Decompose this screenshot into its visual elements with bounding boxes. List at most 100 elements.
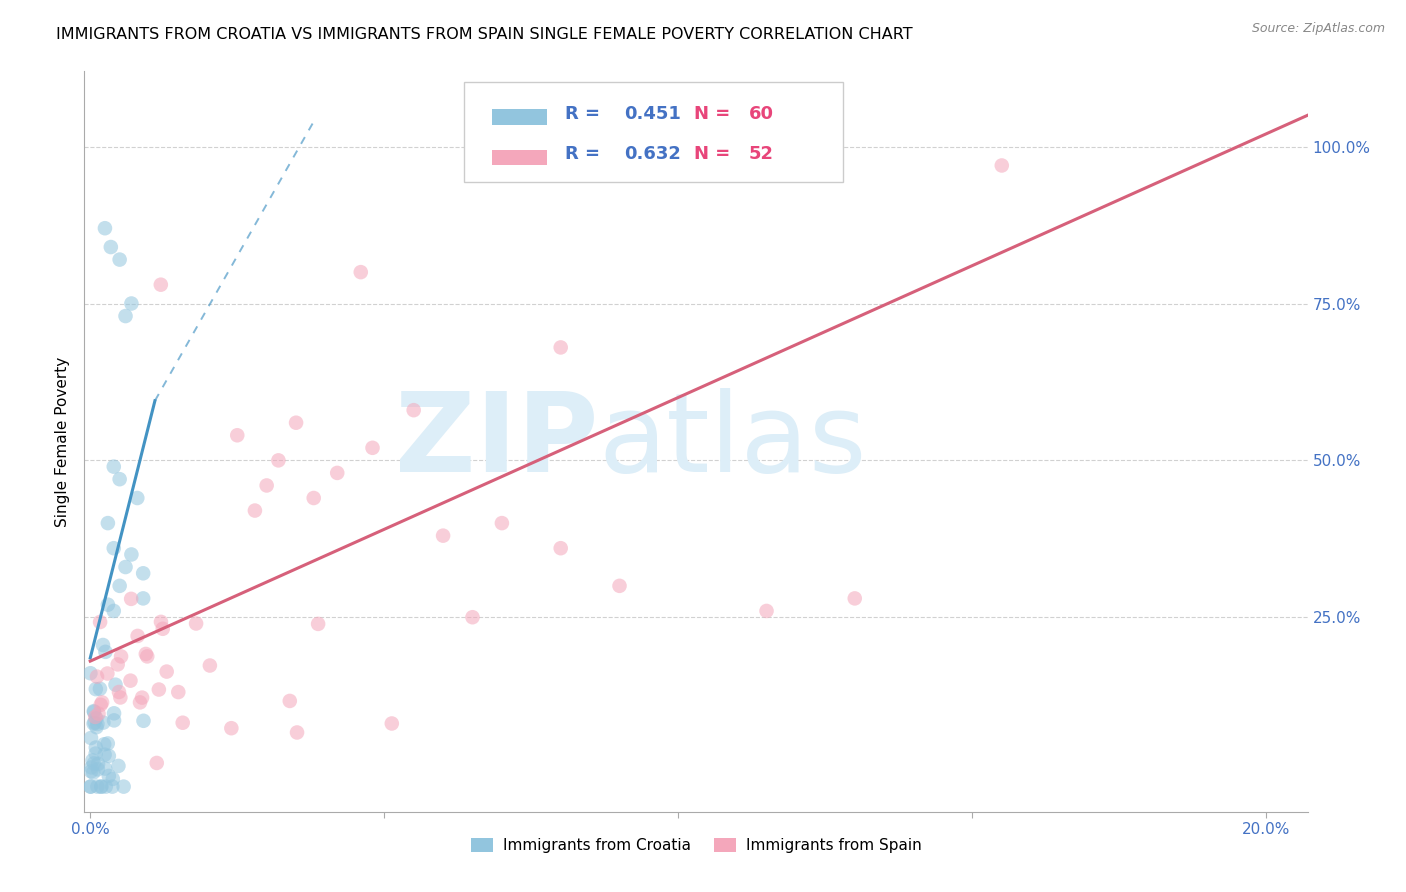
Point [755, 604, 778, 618]
Point [103, 706, 125, 721]
Point [135, 647, 157, 661]
Text: 0.451: 0.451 [624, 104, 681, 122]
Point [167, 685, 190, 699]
Point [97, 769, 120, 783]
Point [108, 472, 131, 486]
Point [94, 645, 117, 659]
Point [96, 666, 118, 681]
Point [152, 622, 174, 636]
Point [172, 715, 194, 730]
Text: R =: R = [565, 145, 606, 163]
Point [82, 765, 104, 780]
Point [89, 615, 111, 629]
Point [132, 591, 155, 606]
Point [491, 516, 513, 530]
Bar [492, 150, 547, 165]
Point [93, 737, 115, 751]
Point [361, 441, 384, 455]
Text: R =: R = [565, 104, 606, 122]
Point [90, 698, 112, 712]
Point [79, 666, 101, 681]
Point [350, 265, 373, 279]
Point [326, 466, 349, 480]
Point [86, 780, 108, 794]
Point [87, 706, 110, 721]
Point [97, 748, 120, 763]
Point [94, 762, 117, 776]
Point [83, 705, 105, 719]
Point [86, 670, 108, 684]
Point [991, 159, 1014, 173]
Point [103, 714, 125, 728]
Point [101, 772, 124, 786]
FancyBboxPatch shape [464, 82, 842, 183]
Point [80, 764, 103, 779]
Point [550, 541, 572, 556]
Point [149, 615, 172, 629]
Text: ZIP: ZIP [395, 388, 598, 495]
Point [97, 598, 120, 612]
Point [461, 610, 484, 624]
Point [82, 753, 104, 767]
Point [91, 695, 114, 709]
Point [103, 459, 125, 474]
Point [131, 690, 153, 705]
Point [278, 694, 301, 708]
Text: Source: ZipAtlas.com: Source: ZipAtlas.com [1251, 22, 1385, 36]
Point [87, 756, 110, 771]
Legend: Immigrants from Croatia, Immigrants from Spain: Immigrants from Croatia, Immigrants from… [464, 832, 928, 860]
Point [84, 747, 107, 761]
Point [83, 716, 105, 731]
Point [84, 711, 107, 725]
Point [285, 725, 308, 739]
Text: IMMIGRANTS FROM CROATIA VS IMMIGRANTS FROM SPAIN SINGLE FEMALE POVERTY CORRELATI: IMMIGRANTS FROM CROATIA VS IMMIGRANTS FR… [56, 27, 912, 42]
Point [120, 548, 142, 562]
Text: atlas: atlas [598, 388, 866, 495]
Point [86, 720, 108, 734]
Point [108, 252, 131, 267]
Point [127, 491, 149, 505]
Point [120, 296, 142, 310]
Point [83, 756, 105, 771]
Point [108, 685, 131, 699]
Point [91, 638, 114, 652]
Point [156, 665, 179, 679]
Point [381, 716, 404, 731]
Point [97, 516, 120, 530]
Bar [492, 109, 547, 125]
Point [107, 759, 129, 773]
Point [80, 731, 103, 745]
Point [90, 780, 112, 794]
Point [198, 658, 221, 673]
Point [80, 780, 103, 794]
Point [114, 309, 136, 323]
Point [103, 604, 125, 618]
Point [110, 690, 132, 705]
Text: N =: N = [693, 145, 735, 163]
Point [89, 681, 111, 696]
Point [550, 340, 572, 354]
Text: 52: 52 [748, 145, 773, 163]
Point [103, 541, 125, 556]
Point [87, 762, 110, 776]
Point [79, 780, 101, 794]
Point [148, 682, 170, 697]
Point [104, 678, 127, 692]
Point [285, 416, 308, 430]
Point [127, 629, 149, 643]
Point [307, 616, 329, 631]
Point [132, 566, 155, 581]
Point [114, 560, 136, 574]
Point [256, 478, 278, 492]
Point [93, 747, 115, 762]
Point [145, 756, 167, 770]
Point [120, 673, 142, 688]
Text: N =: N = [693, 104, 735, 122]
Point [226, 428, 249, 442]
Point [94, 780, 117, 794]
Point [84, 740, 107, 755]
Point [844, 591, 866, 606]
Point [432, 529, 454, 543]
Point [86, 717, 108, 731]
Point [107, 657, 129, 672]
